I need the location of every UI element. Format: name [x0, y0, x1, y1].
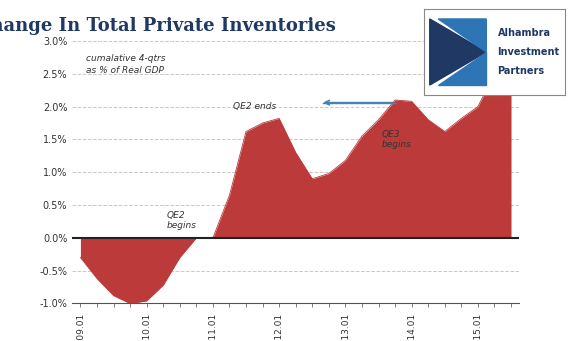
- Text: Partners: Partners: [497, 66, 545, 76]
- Text: QE2 ends: QE2 ends: [233, 102, 276, 111]
- Text: Investment: Investment: [497, 47, 560, 57]
- Text: cumalative 4-qtrs
as % of Real GDP: cumalative 4-qtrs as % of Real GDP: [85, 54, 165, 75]
- Text: QE3
begins: QE3 begins: [382, 130, 412, 149]
- Text: Change In Total Private Inventories: Change In Total Private Inventories: [0, 17, 336, 35]
- Polygon shape: [439, 19, 486, 52]
- Polygon shape: [439, 52, 486, 85]
- Polygon shape: [430, 19, 486, 85]
- Text: QE2
begins: QE2 begins: [167, 211, 197, 230]
- Text: Alhambra: Alhambra: [497, 28, 550, 38]
